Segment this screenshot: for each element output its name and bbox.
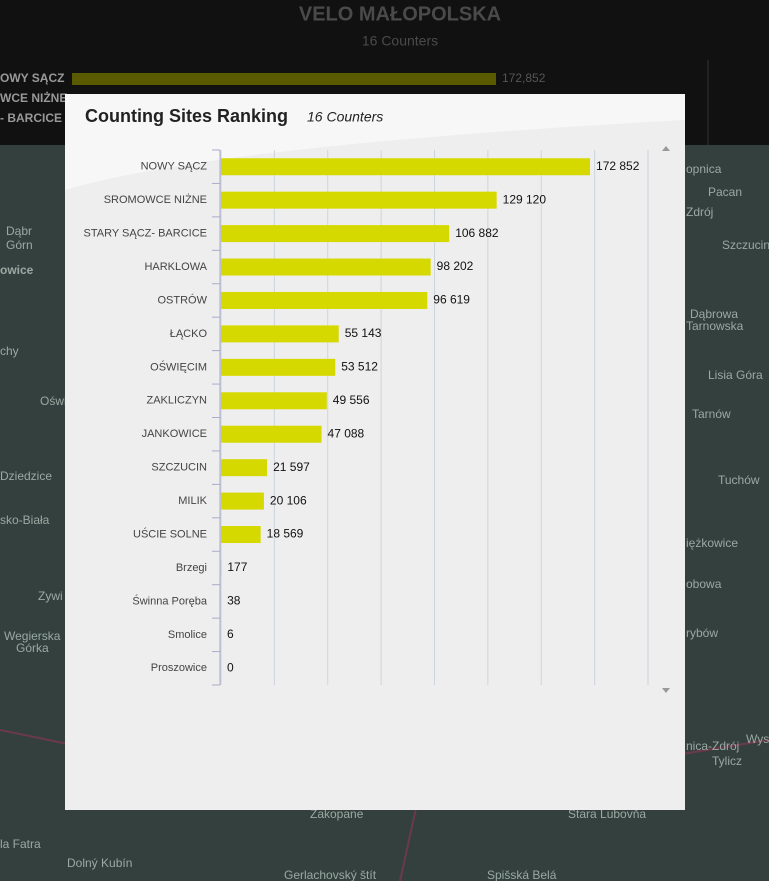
map-label: Szczucin	[722, 238, 769, 252]
app-subtitle: 16 Counters	[362, 33, 438, 49]
value-label: 38	[227, 594, 241, 608]
value-label: 47 088	[328, 426, 365, 440]
category-label: Proszowice	[151, 662, 207, 674]
map-label: Dąbr	[6, 224, 32, 238]
map-label: Oświ	[40, 394, 67, 408]
background-value: 172,852	[502, 71, 546, 85]
bar	[221, 192, 497, 209]
map-label: Górka	[16, 641, 49, 655]
bar	[221, 359, 335, 376]
bar	[221, 225, 449, 242]
category-label: ŁĄCKO	[170, 328, 208, 340]
category-label: MILIK	[178, 495, 207, 507]
map-label: Dziedzice	[0, 469, 52, 483]
background-bar	[72, 73, 496, 85]
category-label: STARY SĄCZ- BARCICE	[84, 228, 207, 240]
category-label: OŚWIĘCIM	[150, 360, 207, 373]
bar	[221, 259, 431, 276]
map-label: Dolný Kubín	[67, 856, 132, 870]
map-label: Gerlachovský štít	[284, 868, 377, 881]
bar	[221, 459, 267, 476]
map-label: iężkowice	[686, 536, 738, 550]
value-label: 53 512	[341, 360, 378, 374]
bar	[221, 325, 339, 342]
category-label: OSTRÓW	[158, 293, 208, 306]
background-label: OWY SĄCZ	[0, 71, 64, 85]
category-label: SROMOWCE NIŻNE	[104, 193, 207, 206]
value-label: 49 556	[333, 393, 370, 407]
category-label: Smolice	[168, 629, 207, 641]
category-label: Brzegi	[176, 562, 207, 574]
value-label: 177	[227, 560, 247, 574]
bar	[221, 426, 322, 443]
map-label: Lisia Góra	[708, 368, 763, 382]
background-label: - BARCICE	[0, 111, 62, 125]
category-label: Świnna Poręba	[132, 594, 207, 607]
category-label: NOWY SĄCZ	[141, 161, 208, 173]
map-label: obowa	[686, 577, 722, 591]
map-label: la Fatra	[0, 837, 41, 851]
map-label: chy	[0, 344, 19, 358]
map-label: Tylicz	[712, 754, 742, 768]
map-label: opnica	[686, 162, 722, 176]
value-label: 18 569	[267, 527, 304, 541]
category-label: JANKOWICE	[142, 428, 207, 440]
map-label: Tarnów	[692, 407, 731, 421]
map-label: rybów	[686, 626, 718, 640]
value-label: 106 882	[455, 226, 499, 240]
bar	[221, 526, 261, 543]
map-label: Pacan	[708, 185, 742, 199]
bar	[221, 493, 264, 510]
map-label: Górn	[6, 238, 33, 252]
map-label: owice	[0, 263, 34, 277]
value-label: 55 143	[345, 326, 382, 340]
category-label: SZCZUCIN	[151, 462, 207, 474]
value-label: 0	[227, 660, 234, 674]
map-label: nica-Zdrój	[686, 739, 739, 753]
background-label: WCE NIŻNE	[0, 90, 67, 105]
value-label: 20 106	[270, 493, 307, 507]
value-label: 21 597	[273, 460, 310, 474]
category-label: HARKLOWA	[144, 261, 207, 273]
map-label: Wys	[746, 732, 769, 746]
map-label: sko-Biała	[0, 513, 50, 527]
chart-title: Counting Sites Ranking	[85, 106, 288, 126]
map-label: Zywi	[38, 589, 63, 603]
value-label: 96 619	[433, 293, 470, 307]
bar	[221, 158, 590, 175]
app-title: VELO MAŁOPOLSKA	[299, 3, 501, 25]
value-label: 6	[227, 627, 234, 641]
map-label: Spišská Belá	[487, 868, 557, 881]
chart-subtitle: 16 Counters	[307, 109, 383, 125]
value-label: 129 120	[503, 192, 547, 206]
bar	[221, 292, 427, 309]
value-label: 172 852	[596, 159, 640, 173]
value-label: 98 202	[437, 259, 474, 273]
bar	[221, 392, 327, 409]
map-label: Zdrój	[686, 205, 713, 219]
map-label: Tarnowska	[686, 319, 744, 333]
map-label: Tuchów	[718, 473, 760, 487]
category-label: UŚCIE SOLNE	[133, 527, 207, 540]
category-label: ZAKLICZYN	[146, 395, 207, 407]
